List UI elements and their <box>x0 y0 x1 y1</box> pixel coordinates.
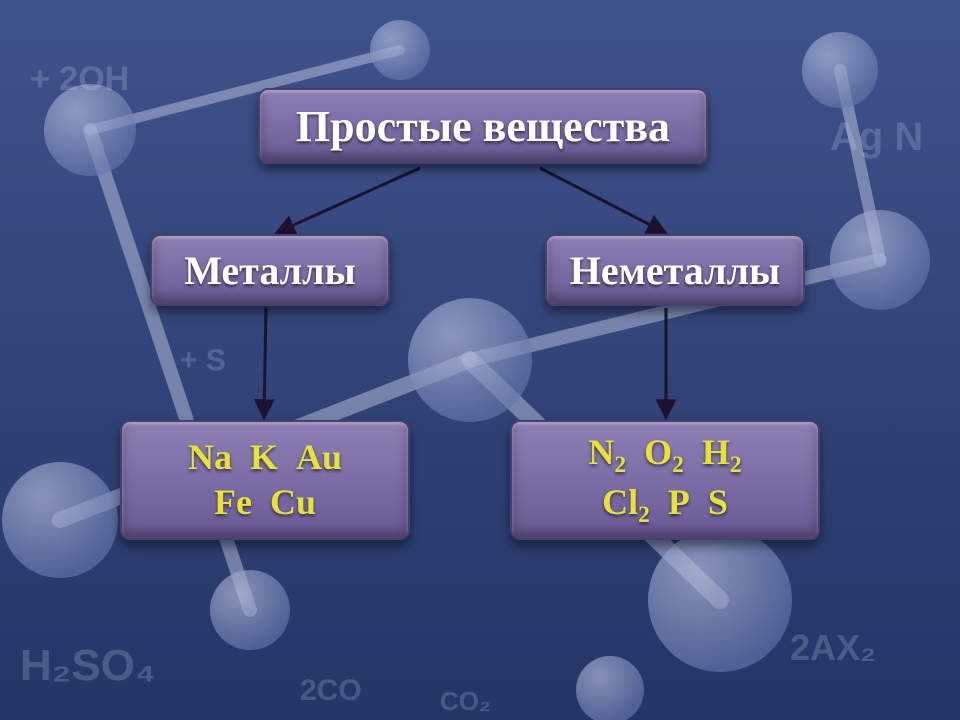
node-root: Простые вещества <box>258 88 708 164</box>
node-metals-label: Металлы <box>184 247 356 294</box>
node-metals: Металлы <box>150 234 390 306</box>
node-metals-examples: Na K AuFe Cu <box>120 420 410 540</box>
node-nonmetals: Неметаллы <box>545 234 805 306</box>
node-metals-examples-label: Na K AuFe Cu <box>188 435 342 525</box>
diagram-layer: Простые вещества Металлы Неметаллы Na K … <box>0 0 960 720</box>
node-root-label: Простые вещества <box>296 101 670 152</box>
node-nonmetals-examples-label: N2 O2 H2Cl2 P S <box>588 430 741 531</box>
node-nonmetals-examples: N2 O2 H2Cl2 P S <box>510 420 820 540</box>
slide-stage: + 2OH2COH₂SO₄Ag N2AX₂+ SCO₂ Простые веще… <box>0 0 960 720</box>
node-nonmetals-label: Неметаллы <box>570 247 780 294</box>
